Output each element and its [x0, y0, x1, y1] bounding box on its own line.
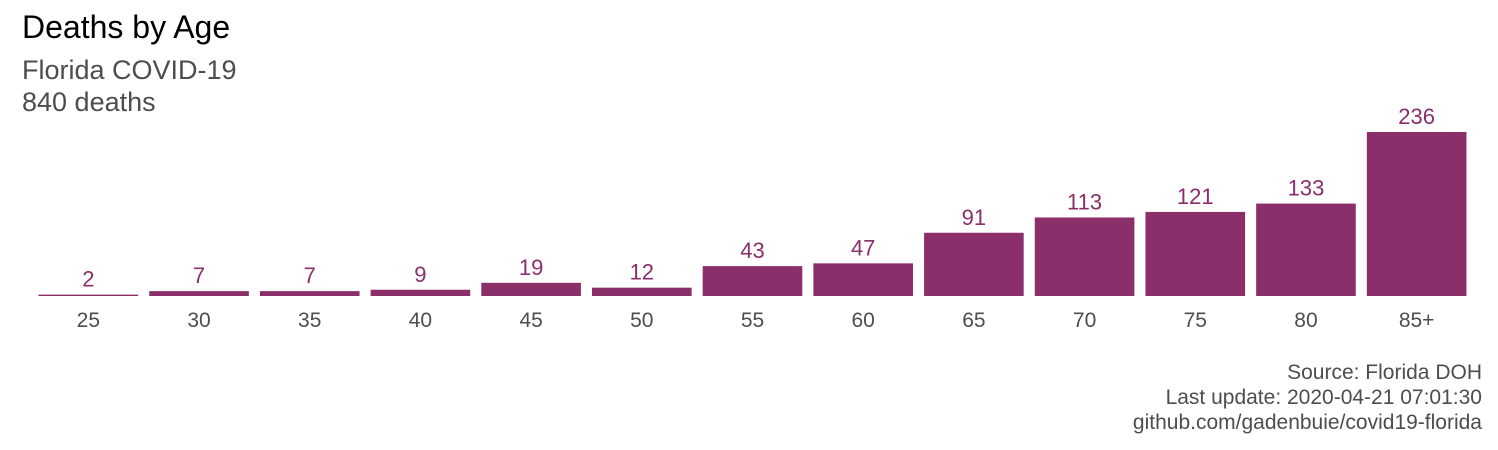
x-tick-label-50: 50	[630, 309, 653, 332]
data-label-35: 7	[304, 263, 316, 288]
chart-subtitle: Florida COVID-19 840 deaths	[22, 54, 237, 118]
data-label-85+: 236	[1398, 104, 1435, 129]
x-tick-label-85+: 85+	[1399, 309, 1435, 332]
bar-45	[481, 282, 581, 296]
bar-35	[259, 291, 360, 296]
data-label-60: 47	[851, 235, 875, 260]
caption-repo-link: github.com/gadenbuie/covid19-florida	[1132, 411, 1482, 434]
bar-75	[1145, 211, 1246, 296]
x-tick-label-45: 45	[519, 309, 542, 332]
x-tick-label-25: 25	[77, 309, 100, 332]
bar-85+	[1366, 132, 1467, 296]
data-label-75: 121	[1177, 184, 1214, 209]
chart-title: Deaths by Age	[22, 9, 231, 45]
bar-60	[813, 263, 913, 296]
bar-55	[702, 266, 803, 296]
x-tick-label-65: 65	[962, 309, 985, 332]
x-tick-label-35: 35	[298, 309, 321, 332]
data-label-70: 113	[1067, 189, 1102, 214]
subtitle-line-total: 840 deaths	[22, 87, 156, 117]
caption-source: Source: Florida DOH	[1287, 361, 1482, 384]
x-tick-label-60: 60	[852, 309, 875, 332]
subtitle-line-region: Florida COVID-19	[22, 55, 237, 85]
x-tick-label-30: 30	[187, 309, 210, 332]
bar-80	[1256, 203, 1356, 296]
bar-70	[1034, 217, 1135, 296]
x-tick-label-40: 40	[409, 309, 432, 332]
bar-65	[924, 232, 1024, 296]
bar-30	[149, 291, 249, 296]
data-label-80: 133	[1288, 176, 1325, 201]
data-label-30: 7	[193, 263, 205, 288]
caption-last-update: Last update: 2020-04-21 07:01:30	[1165, 386, 1482, 409]
bar-50	[592, 287, 692, 296]
bar-25	[38, 294, 139, 296]
data-label-50: 12	[630, 260, 654, 285]
bar-chart: 2 25 7 30 7 35 9 40 19 45 12 50 43 55 47 60 91 65 113 70 121…	[38, 104, 1467, 332]
chart-caption: Source: Florida DOH Last update: 2020-04…	[1133, 360, 1482, 435]
x-tick-label-55: 55	[741, 309, 764, 332]
data-label-40: 9	[414, 262, 426, 287]
x-tick-label-80: 80	[1294, 309, 1317, 332]
data-label-45: 19	[519, 255, 543, 280]
x-tick-label-70: 70	[1073, 309, 1096, 332]
data-label-55: 43	[740, 238, 764, 263]
x-tick-label-75: 75	[1184, 309, 1207, 332]
bar-40	[370, 289, 471, 296]
data-label-65: 91	[962, 205, 986, 230]
data-label-25: 2	[82, 267, 94, 292]
